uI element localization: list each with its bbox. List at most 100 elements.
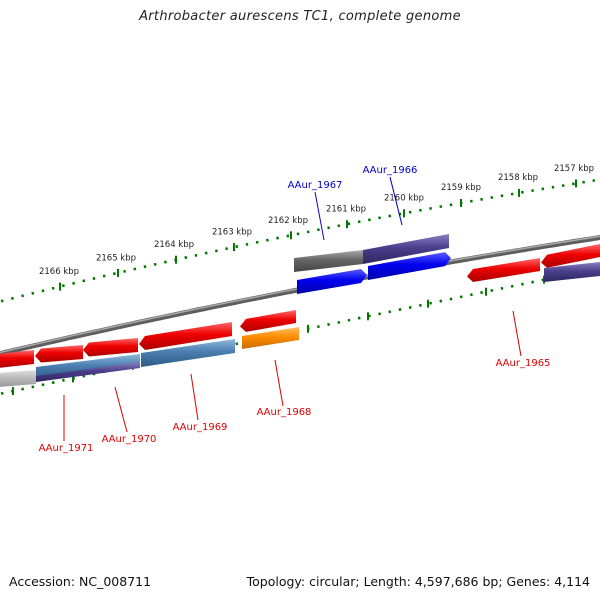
scale-dot [21,387,25,391]
gene-layer [0,234,600,387]
scale-label: 2157 kbp [554,164,594,174]
scale-dot [41,289,45,293]
gene-arrow-aaur-1969 [141,339,235,367]
scale-dot [347,318,351,322]
scale-dot [0,299,4,303]
scale-label: 2163 kbp [212,228,252,238]
scale-dot [480,197,484,201]
leader-line [274,359,284,407]
scale-dot [10,296,14,300]
scale-dot [531,280,535,284]
leader-line [190,373,199,421]
scale-dot [235,245,239,249]
scale-dot [337,224,341,228]
scale-dot [276,236,280,240]
scale-dot [61,378,65,382]
gene-label-aaur-1971: AAur_1971 [39,443,94,454]
scale-dot [327,322,331,326]
gene-arrow [0,350,34,368]
gene-arrow-aaur-1968 [242,327,299,349]
scale-dot [72,281,76,285]
scale-dot [306,230,310,234]
scale-dot [592,179,596,183]
gene-arrow-aaur-1970 [36,362,140,382]
leader-line [114,386,128,433]
scale-dot [449,297,453,301]
scale-dot [408,210,412,214]
scale-dot [82,279,86,283]
scale-dot [204,251,208,255]
scale-dot [520,282,524,286]
scale-dot [582,180,585,184]
scale-dot [316,325,320,329]
scale-label: 2165 kbp [96,253,136,263]
scale-dot [418,303,422,307]
page-title: Arthrobacter aurescens TC1, complete gen… [139,9,461,24]
scale-dot [500,286,504,290]
scale-dot [357,220,361,224]
scale-dot [439,205,443,209]
scale-dot [316,228,320,232]
gene-label-aaur-1966: AAur_1966 [363,165,418,176]
scale-dot [378,312,382,316]
scale-dot [184,256,188,260]
scale-dot [21,294,25,298]
scale-label: 2164 kbp [154,240,194,250]
scale-dot [133,267,137,271]
scale-label: 2166 kbp [39,267,79,277]
gene-arrow-aaur-1971 [35,345,83,363]
scale-dot [286,234,290,238]
scale-dot [255,240,259,244]
scale-dot [31,385,35,389]
gene-arrow-aaur-1966 [363,234,449,264]
scale-dot [123,269,127,273]
scale-dot [112,272,116,276]
scale-dot [102,274,106,278]
scale-label: 2161 kbp [326,204,366,214]
gene-arrow [240,310,296,332]
scale-dot [214,249,218,253]
backbone-layer [0,234,600,357]
scale-dot [418,208,422,212]
leader-line [512,310,522,357]
gene-arrow-aaur-1967 [294,250,363,272]
scale-dot [265,238,269,242]
scale-dot [510,192,514,196]
scale-dot [531,189,534,193]
genome-summary-text: Topology: circular; Length: 4,597,686 bp… [246,574,590,589]
scale-dot [388,310,392,314]
gene-arrow [297,269,367,294]
gene-arrow [83,338,138,357]
gene-arrow [541,244,600,268]
scale-dot [61,284,65,288]
gene-arrow [139,322,232,350]
scale-dot [378,216,382,220]
label-layer: 2166 kbp 2165 kbp 2164 kbp 2163 kbp 2162 kbp… [39,164,594,454]
scale-dot [520,190,524,194]
gene-arrow [544,262,600,282]
gene-arrow [368,252,451,280]
scale-dot [449,203,453,207]
gene-label-aaur-1965: AAur_1965 [496,358,551,369]
scale-dot [490,196,494,200]
scale-dot [439,299,443,303]
scale-dot [510,284,514,288]
gene-label-aaur-1969: AAur_1969 [173,422,228,433]
gene-arrow-aaur-1965 [467,258,540,282]
scale-dot [225,247,229,251]
scale-dot [296,232,300,236]
scale-dot [388,214,392,218]
scale-dot [469,199,473,203]
scale-dot [357,316,361,320]
scale-dot [153,262,157,266]
scale-dot [0,391,4,395]
scale-dot [337,320,341,324]
scale-dot [367,218,371,222]
gene-label-aaur-1968: AAur_1968 [257,407,312,418]
scale-dot [408,305,412,309]
scale-dot [245,242,249,246]
scale-dot [92,276,96,280]
scale-label: 2158 kbp [498,173,538,183]
leader-line [314,191,325,241]
